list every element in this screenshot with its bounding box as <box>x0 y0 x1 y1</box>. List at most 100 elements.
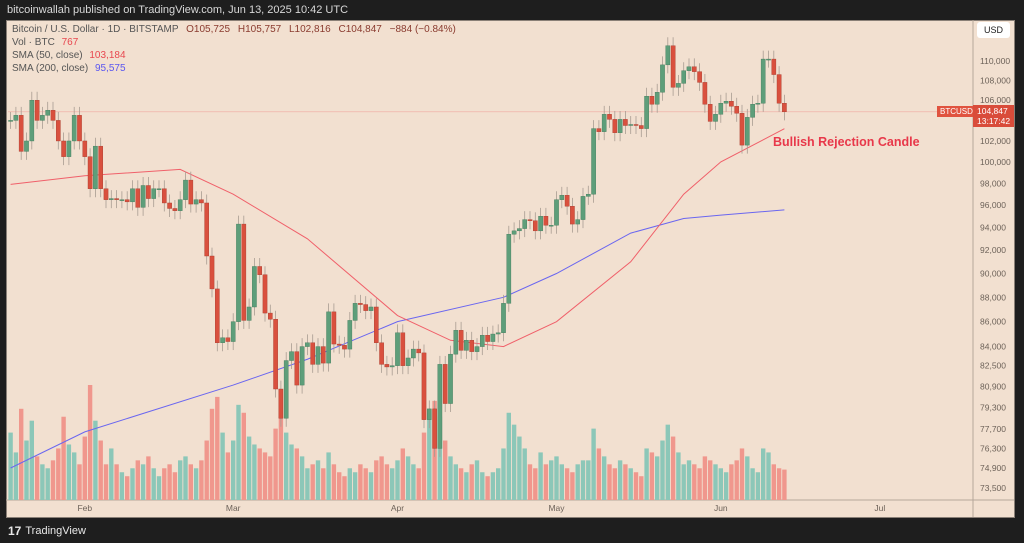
candle <box>315 346 321 365</box>
volume-bar <box>241 412 246 500</box>
volume-bar <box>273 428 278 500</box>
volume-bar <box>61 416 66 500</box>
volume-bar <box>284 432 289 500</box>
sma50-legend[interactable]: SMA (50, close) 103,184 <box>12 49 456 62</box>
candle <box>400 332 406 366</box>
volume-bar <box>421 432 427 500</box>
x-tick-label: Feb <box>77 503 92 513</box>
volume-bar <box>183 456 188 500</box>
candle <box>421 352 427 420</box>
candle <box>649 96 655 105</box>
candle <box>575 219 580 225</box>
candle <box>538 216 543 232</box>
candle <box>146 185 151 199</box>
candle <box>77 115 82 142</box>
candle <box>564 195 570 207</box>
candle <box>670 45 676 88</box>
y-tick-label: 86,000 <box>980 317 1006 327</box>
candle <box>172 208 178 211</box>
volume-bar <box>172 472 178 500</box>
volume-bar <box>109 448 114 500</box>
volume-bar <box>257 448 262 500</box>
volume-bar <box>474 460 480 500</box>
volume-bar <box>220 432 225 500</box>
sma200-legend[interactable]: SMA (200, close) 95,575 <box>12 62 456 75</box>
y-tick-label: 79,300 <box>980 403 1006 413</box>
brand-name: TradingView <box>25 525 86 537</box>
volume-bar <box>188 464 193 500</box>
candle <box>760 58 766 104</box>
candle <box>559 195 565 200</box>
sma50-label: SMA (50, close) <box>12 50 83 61</box>
candle <box>299 346 305 386</box>
volume-bar <box>82 436 87 500</box>
volume-bar <box>448 456 453 500</box>
volume-bar <box>458 468 464 500</box>
candle <box>633 124 639 126</box>
sma200-label: SMA (200, close) <box>12 63 89 74</box>
ohlc-high: H105,757 <box>237 24 282 35</box>
volume-value: 767 <box>61 37 79 48</box>
chart-legend: Bitcoin / U.S. Dollar · 1D · BITSTAMP O1… <box>12 23 456 75</box>
candle <box>771 58 777 75</box>
volume-bar <box>167 464 172 500</box>
candle <box>612 119 618 133</box>
candle <box>151 188 157 199</box>
volume-bar <box>570 472 575 500</box>
volume-label: Vol · BTC <box>12 37 55 48</box>
candle <box>220 337 225 343</box>
candle <box>511 230 517 235</box>
candle <box>98 145 103 189</box>
volume-bar <box>469 464 474 500</box>
candle <box>660 64 665 93</box>
volume-bar <box>564 468 570 500</box>
volume-bar <box>745 456 750 500</box>
volume-bar <box>390 468 395 500</box>
candle <box>692 66 697 72</box>
candle <box>108 198 114 200</box>
candle <box>437 364 443 449</box>
volume-bar <box>140 464 146 500</box>
volume-bar <box>326 452 331 500</box>
candle <box>427 408 432 420</box>
volume-bar <box>543 464 549 500</box>
volume-bar <box>262 452 268 500</box>
candle <box>167 202 172 209</box>
volume-bar <box>702 456 708 500</box>
volume-bar <box>586 460 591 500</box>
volume-bar <box>236 404 241 500</box>
tradingview-footer: 17 TradingView <box>8 524 86 538</box>
candle <box>204 202 210 257</box>
volume-bar <box>368 472 374 500</box>
volume-bar <box>50 460 56 500</box>
currency-button[interactable]: USD <box>977 22 1010 38</box>
volume-bar <box>723 472 729 500</box>
candle <box>262 274 268 314</box>
candle <box>352 303 358 321</box>
x-tick-label: Jul <box>874 503 885 513</box>
volume-bar <box>294 448 299 500</box>
candle <box>490 333 496 342</box>
candle <box>29 100 35 142</box>
candle <box>745 117 750 146</box>
volume-bar <box>252 444 257 500</box>
volume-bar <box>87 385 93 500</box>
candle <box>183 179 188 200</box>
volume-bar <box>506 412 511 500</box>
candle <box>87 156 93 189</box>
volume-bar <box>686 460 692 500</box>
volume-bar <box>755 472 761 500</box>
volume-bar <box>98 440 103 500</box>
candle <box>156 188 162 190</box>
volume-bar <box>321 468 326 500</box>
candle <box>50 110 56 121</box>
volume-bar <box>374 460 379 500</box>
candle <box>739 113 745 146</box>
volume-bar <box>299 456 305 500</box>
candle <box>469 340 475 352</box>
volume-bar <box>352 472 358 500</box>
y-tick-label: 92,000 <box>980 245 1006 255</box>
volume-legend[interactable]: Vol · BTC 767 <box>12 36 456 49</box>
candle <box>236 223 241 322</box>
